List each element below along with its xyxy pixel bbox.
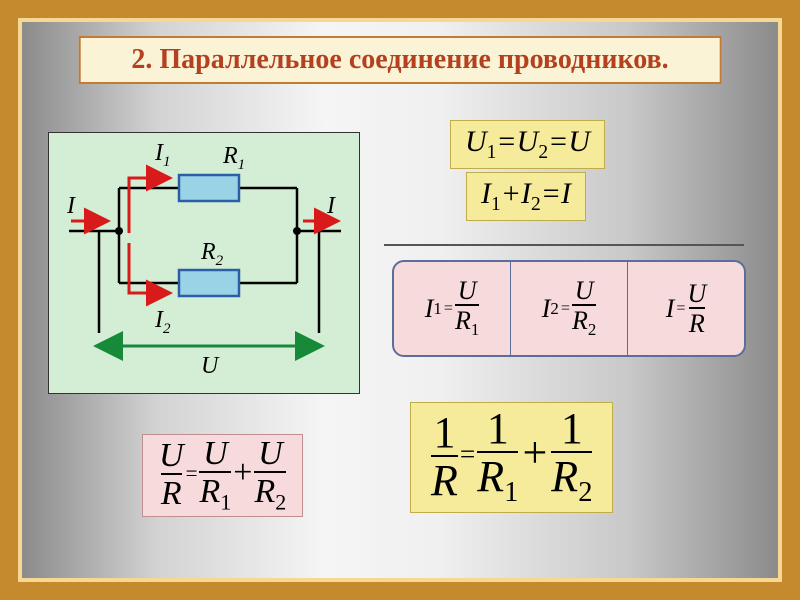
slide-frame: 2. Параллельное соединение проводников.: [0, 0, 800, 600]
svg-text:I2: I2: [154, 307, 171, 337]
circuit-diagram: I I I1 I2 R1 R2 U: [48, 132, 360, 394]
equation-sum-ur: UR=UR1+UR2: [142, 434, 303, 517]
svg-text:I: I: [326, 193, 336, 219]
divider: [384, 244, 744, 246]
cell-i2: I2=UR2: [511, 262, 628, 355]
svg-text:I: I: [66, 193, 76, 219]
svg-text:R1: R1: [222, 143, 245, 173]
equation-current: I1+I2=I: [466, 172, 586, 221]
cell-i: I=UR: [628, 262, 744, 355]
svg-text:R2: R2: [200, 239, 224, 269]
slide-title: 2. Параллельное соединение проводников.: [79, 36, 722, 84]
equation-1-over-r: 1R=1R1+1R2: [410, 402, 613, 513]
svg-text:I1: I1: [154, 140, 171, 170]
svg-text:U: U: [201, 353, 220, 379]
equation-voltage: U1=U2=U: [450, 120, 605, 169]
inner-bevel: 2. Параллельное соединение проводников.: [18, 18, 782, 582]
ohms-law-panel: I1=UR1 I2=UR2 I=UR: [392, 260, 746, 357]
cell-i1: I1=UR1: [394, 262, 511, 355]
